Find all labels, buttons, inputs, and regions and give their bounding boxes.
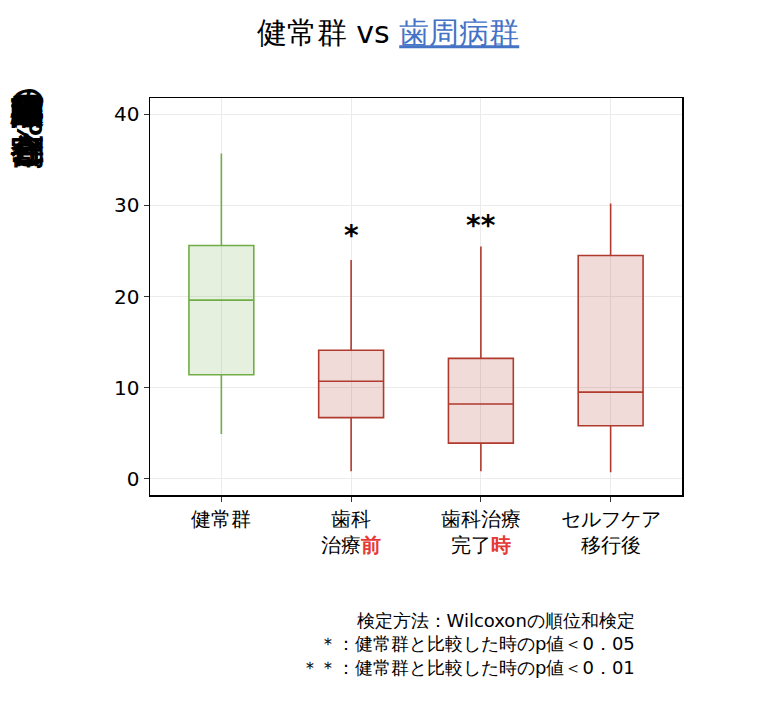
svg-text:健常群 vs 歯周病群: 健常群 vs 歯周病群 [257, 15, 519, 50]
svg-text:*: * [344, 219, 359, 252]
svg-text:健常群: 健常群 [191, 507, 251, 531]
svg-text:**: ** [466, 209, 496, 242]
svg-text:検定方法：Wilcoxonの順位和検定＊：健常群と比較した時: 検定方法：Wilcoxonの順位和検定＊：健常群と比較した時のp値＜0．05＊＊… [301, 610, 635, 678]
svg-text:30: 30 [114, 193, 139, 217]
svg-text:20: 20 [114, 285, 139, 309]
svg-text:40: 40 [114, 102, 139, 126]
svg-text:0: 0 [127, 467, 140, 491]
html-text:硝酸還元細菌の存在割合(%): 硝酸還元細菌の存在割合(%) [9, 68, 48, 170]
svg-text:歯科治療完了時: 歯科治療完了時 [441, 507, 521, 557]
svg-text:歯科治療前: 歯科治療前 [321, 507, 381, 557]
svg-text:10: 10 [114, 376, 139, 400]
svg-text:セルフケア移行後: セルフケア移行後 [561, 507, 661, 557]
